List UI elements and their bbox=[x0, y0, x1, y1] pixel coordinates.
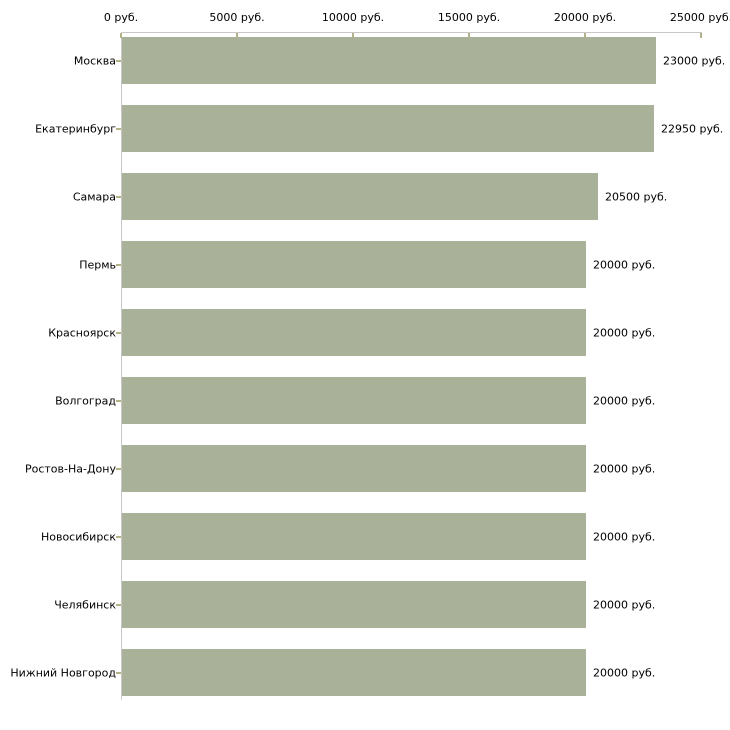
y-axis-tick bbox=[116, 535, 121, 538]
bar bbox=[122, 241, 586, 288]
bar bbox=[122, 377, 586, 424]
bar bbox=[122, 513, 586, 560]
y-axis-tick bbox=[116, 331, 121, 334]
y-axis-tick bbox=[116, 127, 121, 130]
value-label: 22950 руб. bbox=[661, 122, 724, 135]
x-axis-tick bbox=[236, 33, 238, 38]
x-axis-tick bbox=[468, 33, 470, 38]
value-label: 20000 руб. bbox=[593, 530, 656, 543]
category-label: Ростов-На-Дону bbox=[24, 462, 116, 475]
y-axis-tick bbox=[116, 603, 121, 606]
x-axis-tick bbox=[352, 33, 354, 38]
category-label: Красноярск bbox=[48, 326, 116, 339]
category-label: Новосибирск bbox=[40, 530, 116, 543]
value-label: 20000 руб. bbox=[593, 326, 656, 339]
category-label: Пермь bbox=[79, 258, 116, 271]
bar bbox=[122, 173, 598, 220]
x-axis-tick-label: 25000 руб. bbox=[669, 11, 730, 24]
category-label: Челябинск bbox=[54, 598, 116, 611]
value-label: 20000 руб. bbox=[593, 598, 656, 611]
bar bbox=[122, 37, 656, 84]
y-axis-tick bbox=[116, 399, 121, 402]
bar bbox=[122, 581, 586, 628]
x-axis-tick bbox=[584, 33, 586, 38]
x-axis-tick-label: 10000 руб. bbox=[321, 11, 385, 24]
value-label: 20000 руб. bbox=[593, 394, 656, 407]
x-axis-tick bbox=[700, 33, 702, 38]
category-label: Самара bbox=[72, 190, 116, 203]
value-label: 20000 руб. bbox=[593, 666, 656, 679]
category-label: Нижний Новгород bbox=[10, 666, 116, 679]
bar bbox=[122, 445, 586, 492]
bar bbox=[122, 649, 586, 696]
y-axis-tick bbox=[116, 59, 121, 62]
value-label: 20000 руб. bbox=[593, 462, 656, 475]
category-label: Москва bbox=[73, 54, 116, 67]
bar bbox=[122, 309, 586, 356]
bar bbox=[122, 105, 654, 152]
category-label: Волгоград bbox=[55, 394, 116, 407]
y-axis-tick bbox=[116, 467, 121, 470]
x-axis-tick-label: 0 руб. bbox=[103, 11, 139, 24]
x-axis-line bbox=[121, 32, 702, 33]
value-label: 20000 руб. bbox=[593, 258, 656, 271]
x-axis-tick bbox=[120, 33, 122, 38]
y-axis-line bbox=[121, 32, 122, 700]
y-axis-tick bbox=[116, 263, 121, 266]
value-label: 20500 руб. bbox=[605, 190, 668, 203]
category-label: Екатеринбург bbox=[35, 122, 116, 135]
x-axis-tick-label: 5000 руб. bbox=[209, 11, 265, 24]
y-axis-tick bbox=[116, 195, 121, 198]
x-axis-tick-label: 15000 руб. bbox=[437, 11, 501, 24]
value-label: 23000 руб. bbox=[663, 54, 726, 67]
x-axis-tick-label: 20000 руб. bbox=[553, 11, 617, 24]
y-axis-tick bbox=[116, 671, 121, 674]
